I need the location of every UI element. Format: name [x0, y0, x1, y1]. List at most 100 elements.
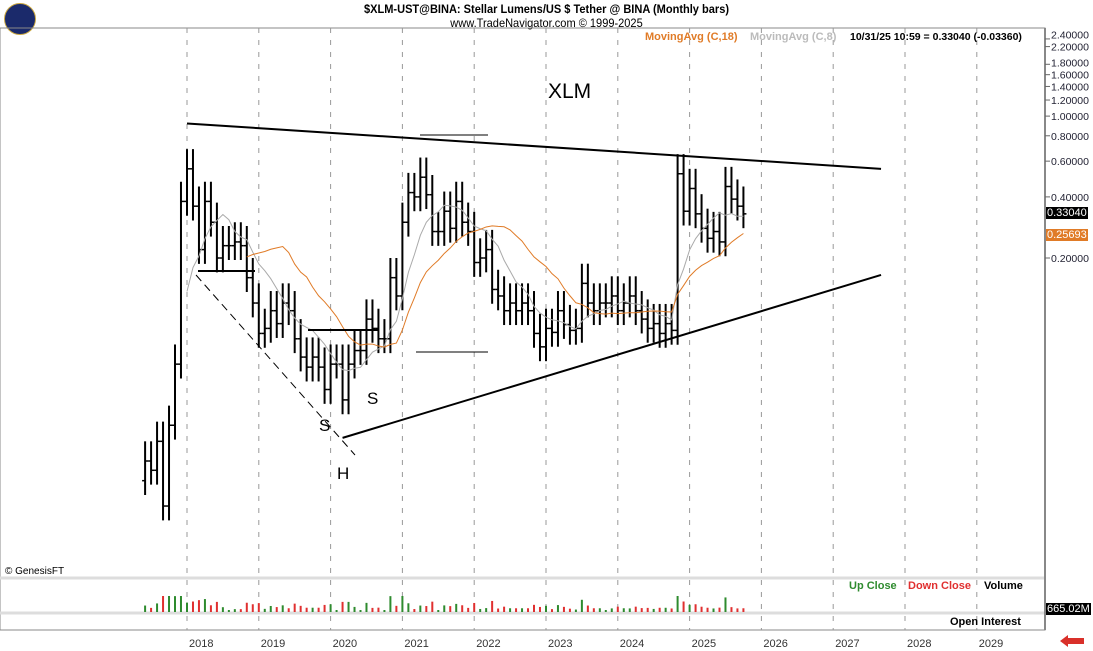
price-bar — [279, 283, 286, 338]
volume-bar — [365, 602, 368, 612]
ma-value-badge: 0.25693 — [1046, 229, 1088, 241]
price-bar — [267, 291, 274, 343]
price-bar — [142, 441, 149, 496]
price-bar — [578, 263, 585, 343]
volume-bar — [317, 607, 320, 612]
volume-bar — [383, 610, 386, 612]
price-bar — [201, 181, 208, 264]
volume-bar — [574, 609, 577, 612]
price-bar — [195, 186, 202, 264]
price-bar — [596, 283, 603, 326]
price-bar — [453, 181, 460, 243]
volume-bar — [682, 601, 685, 612]
price-bar — [548, 308, 555, 347]
volume-bar — [676, 596, 679, 612]
volume-bar — [550, 609, 553, 612]
y-tick-label: 1.20000 — [1051, 95, 1089, 107]
price-bar — [303, 337, 310, 382]
volume-bar — [634, 606, 637, 612]
left-shoulder-label: S — [319, 416, 330, 435]
x-tick-label: 2024 — [620, 638, 644, 650]
price-bar — [740, 186, 747, 229]
volume-bar — [449, 606, 452, 612]
volume-bar — [191, 601, 194, 612]
y-tick-label: 0.40000 — [1051, 192, 1089, 204]
price-bar — [447, 191, 454, 243]
volume-bar — [287, 608, 290, 612]
price-bar — [644, 299, 651, 343]
volume-bar — [538, 606, 541, 612]
price-bar — [405, 172, 412, 237]
price-bar — [237, 222, 244, 261]
volume-bar — [335, 610, 338, 612]
x-tick-label: 2023 — [548, 638, 572, 650]
price-bar — [704, 208, 711, 253]
price-bar — [285, 283, 292, 326]
volume-bar — [186, 602, 188, 612]
volume-bar — [521, 608, 524, 612]
volume-bar — [509, 608, 512, 612]
volume-bar — [730, 607, 733, 612]
price-bar — [680, 154, 687, 226]
price-bar — [172, 344, 178, 440]
price-bar — [369, 299, 376, 343]
volume-bar — [622, 608, 625, 612]
ma18-line — [246, 225, 744, 348]
volume-bar — [245, 602, 248, 612]
price-bar — [297, 319, 304, 372]
volume-bar — [323, 604, 326, 612]
open-interest-legend: Open Interest — [950, 616, 1021, 628]
price-bar — [189, 149, 196, 221]
volume-bar — [269, 605, 272, 612]
price-bar — [507, 283, 514, 326]
volume-bar — [156, 603, 159, 612]
volume-bar — [293, 603, 296, 612]
volume-bar — [377, 607, 380, 612]
upper-trendline — [186, 122, 882, 170]
volume-bar — [568, 608, 571, 612]
trade-navigator-logo — [4, 3, 36, 35]
volume-bar — [628, 608, 631, 612]
volume-bar — [443, 605, 446, 612]
y-tick-label: 1.40000 — [1051, 81, 1089, 93]
volume-bar — [179, 596, 182, 612]
price-bar — [417, 157, 424, 212]
price-bar — [560, 291, 567, 339]
price-bar — [477, 238, 484, 277]
price-bar — [489, 229, 496, 304]
price-bar — [423, 157, 430, 210]
y-tick-label: 1.80000 — [1051, 57, 1089, 69]
volume-bar — [670, 608, 673, 612]
price-bar — [686, 168, 693, 226]
ma18-legend: MovingAvg (C,18) — [645, 31, 738, 43]
up-close-legend: Up Close — [849, 580, 897, 592]
price-bar — [525, 283, 532, 326]
volume-bar — [742, 608, 745, 612]
price-bar — [728, 166, 735, 214]
neckline-dashed — [195, 274, 356, 456]
x-tick-label: 2027 — [835, 638, 859, 650]
volume-bar — [227, 610, 230, 612]
volume-bar — [646, 607, 649, 612]
x-tick-label: 2018 — [189, 638, 213, 650]
volume-bar — [257, 603, 260, 612]
volume-bar — [401, 596, 404, 612]
x-tick-label: 2029 — [979, 638, 1003, 650]
price-bar — [345, 344, 352, 415]
volume-bar — [562, 606, 565, 612]
price-bar — [734, 179, 741, 221]
volume-bar — [503, 606, 506, 612]
volume-bar — [275, 607, 278, 612]
volume-bar — [598, 608, 601, 612]
price-bar — [255, 283, 262, 348]
price-bar — [309, 337, 316, 382]
volume-bar — [497, 608, 500, 612]
volume-bar — [479, 608, 482, 612]
price-bar — [243, 226, 250, 293]
volume-bar — [712, 608, 715, 612]
x-tick-label: 2022 — [476, 638, 500, 650]
price-bar — [716, 211, 723, 257]
back-arrow-icon[interactable] — [1060, 635, 1084, 647]
price-bar — [381, 319, 388, 354]
